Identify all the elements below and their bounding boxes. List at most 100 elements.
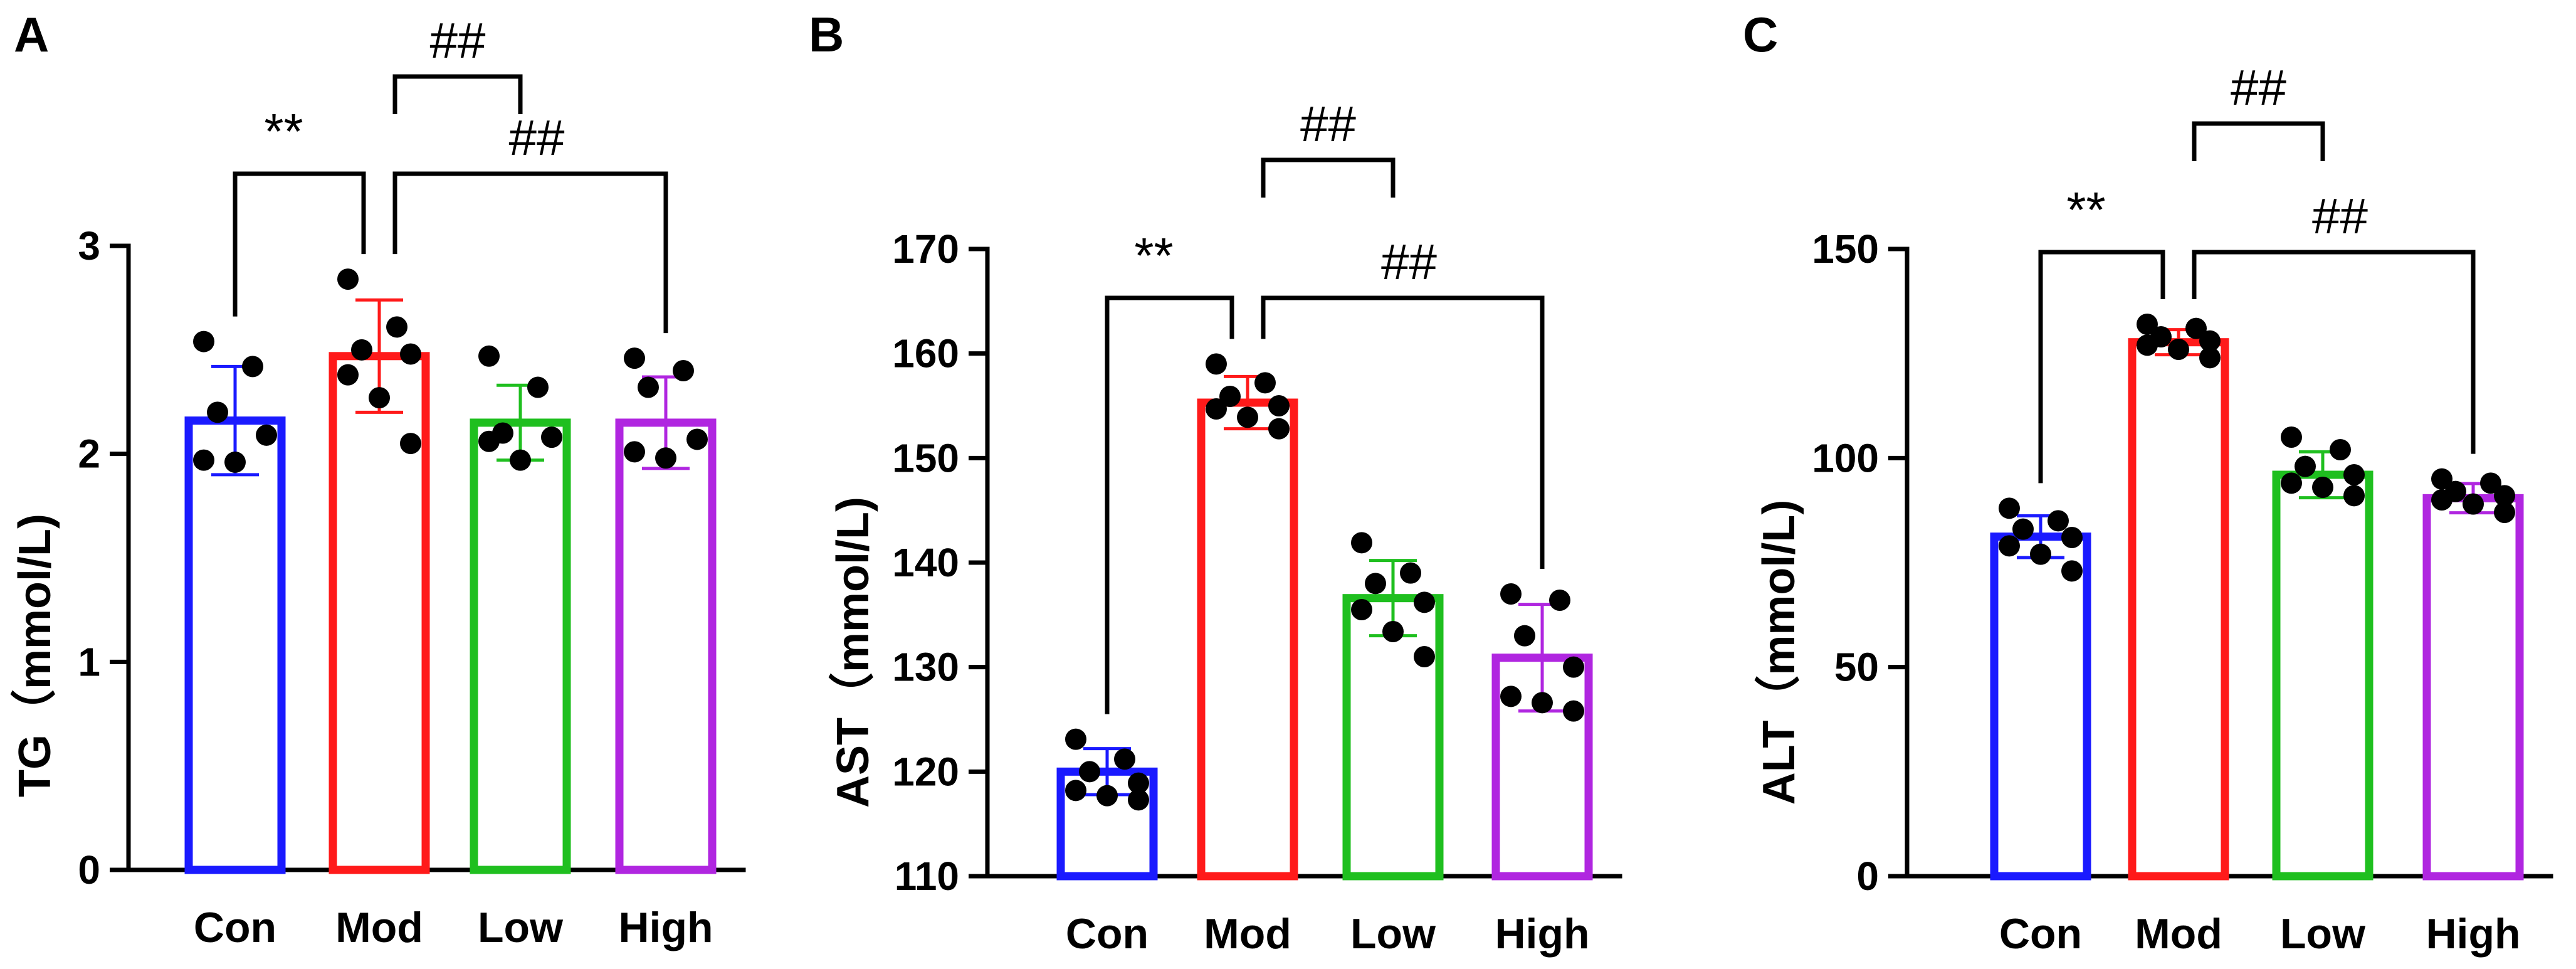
panel-c-y-axis-label: ALT（mmol/L) <box>1754 500 1804 805</box>
significance-label: ## <box>1381 234 1437 290</box>
data-point <box>1219 386 1241 407</box>
panel-a-letter: A <box>14 7 49 62</box>
data-point <box>386 316 407 338</box>
significance-label: ## <box>2231 60 2286 115</box>
x-tick-label-high: High <box>1495 910 1589 958</box>
x-tick-label-high: High <box>618 904 713 951</box>
data-point <box>2168 339 2189 360</box>
data-point <box>400 433 421 455</box>
y-tick-label: 50 <box>1834 645 1879 690</box>
x-tick-label-mod: Mod <box>1204 910 1291 958</box>
significance-bracket <box>392 74 523 114</box>
significance-label: ** <box>1134 228 1173 283</box>
panel-c: C ALT（mmol/L) 0 50 100 150 Con Mod Low High ** ##… <box>1743 7 2553 958</box>
data-point <box>2431 489 2452 511</box>
x-tick-label-con: Con <box>1999 910 2082 958</box>
data-point <box>1237 406 1258 428</box>
significance-bracket <box>392 171 668 334</box>
data-point <box>1268 418 1290 440</box>
data-point <box>1065 728 1086 750</box>
data-point <box>1079 761 1100 783</box>
data-point <box>256 424 277 446</box>
data-point <box>2199 347 2221 369</box>
x-tick-label-mod: Mod <box>335 904 423 951</box>
data-point <box>1128 789 1149 811</box>
data-point <box>1414 646 1435 667</box>
significance-bracket <box>2192 250 2476 454</box>
data-point <box>478 430 500 452</box>
data-point <box>1206 353 1227 375</box>
x-tick-label-mod: Mod <box>2135 910 2222 958</box>
data-point <box>2281 472 2302 494</box>
data-point <box>1514 625 1535 647</box>
data-point <box>2480 472 2501 494</box>
data-point <box>541 426 562 448</box>
y-tick-label: 150 <box>892 435 959 480</box>
y-tick-label: 100 <box>1812 435 1879 480</box>
data-point <box>624 441 645 463</box>
data-point <box>1414 591 1435 613</box>
panel-a: A TG（mmol/L) 0 1 2 3 Con Mod Low High ** ## ## <box>10 7 746 951</box>
data-point <box>242 356 263 378</box>
data-point <box>2463 493 2484 515</box>
y-tick-label: 0 <box>78 847 100 892</box>
data-point <box>337 268 359 290</box>
data-point <box>400 343 421 365</box>
data-point <box>1549 590 1570 611</box>
data-point <box>2431 468 2452 490</box>
x-tick-label-con: Con <box>194 904 276 951</box>
x-tick-label-low: Low <box>2280 910 2366 958</box>
data-point <box>2030 543 2051 565</box>
y-tick-label: 3 <box>78 223 100 268</box>
data-point <box>2185 317 2207 339</box>
data-point <box>1563 700 1584 722</box>
data-point <box>1114 748 1135 770</box>
significance-bracket <box>2038 250 2165 484</box>
data-point <box>1268 395 1290 416</box>
data-point <box>1382 621 1404 642</box>
data-point <box>351 339 372 361</box>
data-point <box>2295 455 2316 477</box>
panel-a-y-axis-label: TG（mmol/L) <box>10 514 60 797</box>
data-point <box>624 347 645 369</box>
data-point <box>1096 785 1118 807</box>
significance-label: ## <box>509 110 565 166</box>
data-point <box>2312 477 2333 498</box>
data-point <box>1351 599 1372 620</box>
data-point <box>2494 502 2515 523</box>
data-point <box>1563 656 1584 678</box>
data-point <box>2012 518 2034 540</box>
significance-label: ## <box>2312 188 2368 244</box>
data-point <box>2343 485 2365 507</box>
data-point <box>1351 532 1372 554</box>
data-point <box>1500 686 1522 707</box>
data-point <box>1532 692 1553 714</box>
y-tick-label: 2 <box>78 432 100 477</box>
data-point <box>337 364 359 386</box>
data-point <box>193 449 214 471</box>
x-tick-label-con: Con <box>1066 910 1149 958</box>
data-point <box>207 401 228 423</box>
significance-bracket <box>1105 295 1234 714</box>
data-point <box>2330 439 2351 460</box>
data-point <box>527 376 549 398</box>
y-tick-label: 160 <box>892 331 959 376</box>
x-tick-label-high: High <box>2426 910 2520 958</box>
significance-bracket <box>233 171 366 317</box>
y-tick-label: 170 <box>892 226 959 272</box>
y-tick-label: 1 <box>78 639 100 684</box>
panel-b-letter: B <box>809 7 844 62</box>
significance-label: ## <box>430 13 486 68</box>
data-point <box>1206 398 1227 420</box>
data-point <box>673 360 694 381</box>
significance-label: ## <box>1300 96 1356 152</box>
y-tick-label: 150 <box>1812 226 1879 272</box>
data-point <box>2281 426 2302 448</box>
data-point <box>478 345 500 367</box>
data-point <box>2343 464 2365 485</box>
data-point <box>1365 573 1386 595</box>
data-point <box>2199 330 2221 352</box>
significance-bracket <box>1261 157 1396 198</box>
data-point <box>1400 562 1421 584</box>
